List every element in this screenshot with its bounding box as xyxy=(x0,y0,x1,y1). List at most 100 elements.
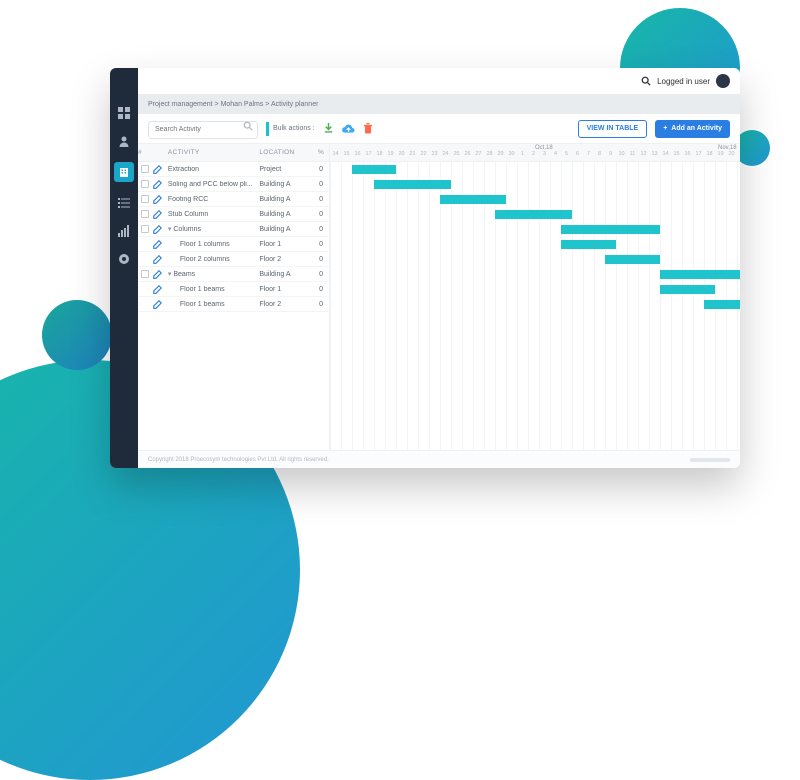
gantt-bar[interactable] xyxy=(440,195,506,204)
gantt-bar[interactable] xyxy=(561,225,660,234)
table-row[interactable]: Floor 2 columnsFloor 20 xyxy=(138,252,329,267)
day-label: 9 xyxy=(605,151,616,159)
day-label: 19 xyxy=(385,151,396,159)
delete-icon[interactable] xyxy=(363,123,373,134)
logged-in-user-label: Logged in user xyxy=(657,77,710,86)
row-checkbox[interactable] xyxy=(141,225,149,233)
activity-percent: 0 xyxy=(313,301,329,308)
day-label: 16 xyxy=(682,151,693,159)
nav-settings-icon[interactable] xyxy=(117,252,131,266)
nav-user-icon[interactable] xyxy=(117,134,131,148)
add-activity-label: Add an Activity xyxy=(671,125,722,132)
col-location[interactable]: LOCATION xyxy=(259,149,313,156)
day-label: 10 xyxy=(616,151,627,159)
day-label: 23 xyxy=(429,151,440,159)
day-label: 5 xyxy=(561,151,572,159)
activity-location: Building A xyxy=(259,226,313,233)
activity-name: ▾Columns xyxy=(164,225,260,233)
day-label: 14 xyxy=(330,151,341,159)
nav-dashboard-icon[interactable] xyxy=(117,106,131,120)
row-checkbox[interactable] xyxy=(141,180,149,188)
table-row[interactable]: Floor 1 columnsFloor 10 xyxy=(138,237,329,252)
activity-name: Floor 1 beams xyxy=(164,286,260,293)
day-label: 18 xyxy=(704,151,715,159)
gantt-bar[interactable] xyxy=(495,210,572,219)
view-in-table-button[interactable]: VIEW IN TABLE xyxy=(578,120,648,138)
row-checkbox[interactable] xyxy=(141,270,149,278)
activity-percent: 0 xyxy=(313,271,329,278)
sidebar-nav xyxy=(110,68,138,468)
table-row[interactable]: ▾ColumnsBuilding A0 xyxy=(138,222,329,237)
gantt-bar[interactable] xyxy=(605,255,660,264)
nav-list-icon[interactable] xyxy=(117,196,131,210)
search-global-icon[interactable] xyxy=(641,76,651,86)
edit-icon[interactable] xyxy=(152,240,164,249)
day-label: 17 xyxy=(363,151,374,159)
day-label: 7 xyxy=(583,151,594,159)
day-label: 25 xyxy=(451,151,462,159)
gantt-bar[interactable] xyxy=(660,270,740,279)
day-label: 29 xyxy=(495,151,506,159)
avatar[interactable] xyxy=(716,74,730,88)
gantt-row xyxy=(330,237,740,252)
download-icon[interactable] xyxy=(323,123,334,134)
day-label: 20 xyxy=(726,151,737,159)
table-row[interactable]: Footing RCCBuilding A0 xyxy=(138,192,329,207)
activity-name: Soling and PCC below pli... xyxy=(164,181,260,188)
gantt-row xyxy=(330,282,740,297)
resize-handle[interactable] xyxy=(690,458,730,462)
row-checkbox[interactable] xyxy=(141,195,149,203)
activity-percent: 0 xyxy=(313,241,329,248)
col-percent[interactable]: % xyxy=(313,149,329,156)
table-row[interactable]: Floor 1 beamsFloor 20 xyxy=(138,297,329,312)
copyright-text: Copyright 2018 Proecosym technologies Pv… xyxy=(148,457,329,463)
edit-icon[interactable] xyxy=(152,210,164,219)
gantt-bar[interactable] xyxy=(561,240,616,249)
gantt-bar[interactable] xyxy=(374,180,451,189)
day-label: 1 xyxy=(517,151,528,159)
breadcrumb-text[interactable]: Project management > Mohan Palms > Activ… xyxy=(148,101,318,108)
app-window: Logged in user Project management > Moha… xyxy=(110,68,740,468)
day-label: 15 xyxy=(671,151,682,159)
day-label: 4 xyxy=(550,151,561,159)
nav-building-icon[interactable] xyxy=(114,162,134,182)
edit-icon[interactable] xyxy=(152,300,164,309)
edit-icon[interactable] xyxy=(152,180,164,189)
activity-location: Building A xyxy=(259,271,313,278)
add-activity-button[interactable]: + Add an Activity xyxy=(655,120,730,138)
col-activity[interactable]: ACTIVITY xyxy=(164,149,260,156)
edit-icon[interactable] xyxy=(152,165,164,174)
edit-icon[interactable] xyxy=(152,255,164,264)
gantt-bar[interactable] xyxy=(704,300,740,309)
bulk-actions-label: Bulk actions : xyxy=(266,122,315,136)
nav-stats-icon[interactable] xyxy=(117,224,131,238)
cloud-upload-icon[interactable] xyxy=(342,123,355,134)
day-label: 26 xyxy=(462,151,473,159)
edit-icon[interactable] xyxy=(152,225,164,234)
table-row[interactable]: Soling and PCC below pli...Building A0 xyxy=(138,177,329,192)
activity-name: Floor 1 columns xyxy=(164,241,260,248)
activity-location: Floor 2 xyxy=(259,256,313,263)
activity-location: Building A xyxy=(259,181,313,188)
gantt-bar[interactable] xyxy=(352,165,396,174)
row-checkbox[interactable] xyxy=(141,165,149,173)
day-label: 11 xyxy=(627,151,638,159)
table-row[interactable]: ▾BeamsBuilding A0 xyxy=(138,267,329,282)
edit-icon[interactable] xyxy=(152,270,164,279)
day-label: 24 xyxy=(440,151,451,159)
day-label: 21 xyxy=(737,151,740,159)
row-checkbox[interactable] xyxy=(141,210,149,218)
edit-icon[interactable] xyxy=(152,195,164,204)
edit-icon[interactable] xyxy=(152,285,164,294)
day-label: 28 xyxy=(484,151,495,159)
day-label: 6 xyxy=(572,151,583,159)
gantt-bar[interactable] xyxy=(660,285,715,294)
search-input[interactable] xyxy=(148,121,258,139)
day-label: 16 xyxy=(352,151,363,159)
day-label: 12 xyxy=(638,151,649,159)
table-row[interactable]: Stub ColumnBuilding A0 xyxy=(138,207,329,222)
activity-location: Floor 1 xyxy=(259,286,313,293)
table-row[interactable]: ExtractionProject0 xyxy=(138,162,329,177)
search-icon[interactable] xyxy=(243,121,253,131)
table-row[interactable]: Floor 1 beamsFloor 10 xyxy=(138,282,329,297)
